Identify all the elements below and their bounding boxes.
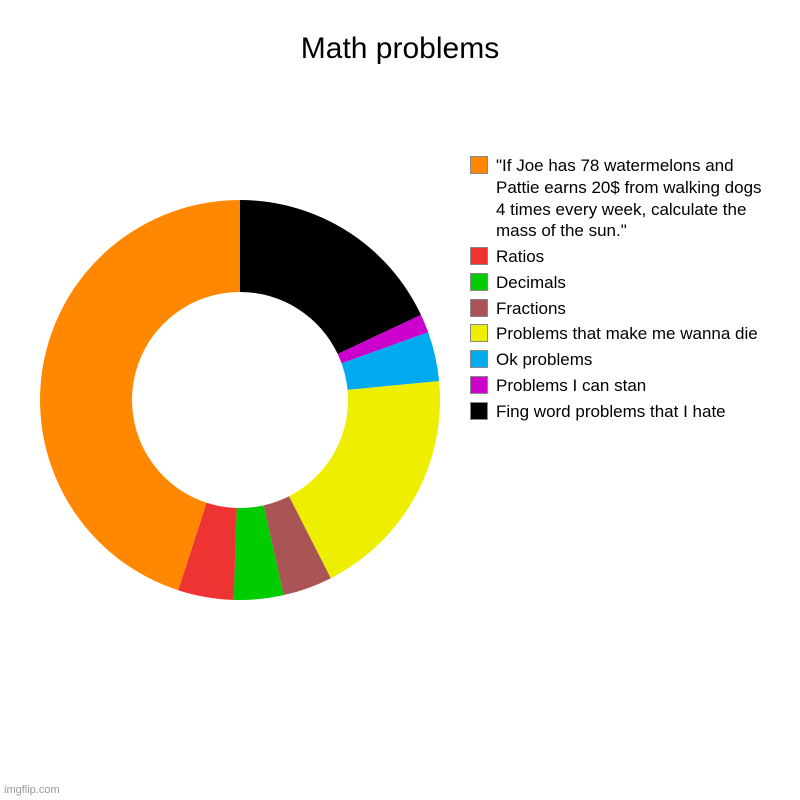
donut-svg: [40, 200, 440, 600]
legend-label: Fing word problems that I hate: [496, 401, 726, 423]
legend-item: Problems I can stan: [470, 375, 770, 397]
legend-item: Ratios: [470, 246, 770, 268]
legend-label: Fractions: [496, 298, 566, 320]
donut-chart: [40, 200, 440, 600]
legend-swatch: [470, 273, 488, 291]
legend-item: Fractions: [470, 298, 770, 320]
legend-swatch: [470, 156, 488, 174]
watermark: imgflip.com: [4, 784, 60, 796]
legend-label: Decimals: [496, 272, 566, 294]
legend-swatch: [470, 299, 488, 317]
legend-swatch: [470, 402, 488, 420]
chart-title: Math problems: [0, 32, 800, 66]
legend-item: "If Joe has 78 watermelons and Pattie ea…: [470, 155, 770, 242]
legend-item: Fing word problems that I hate: [470, 401, 770, 423]
legend-label: Ok problems: [496, 349, 592, 371]
legend-swatch: [470, 324, 488, 342]
legend-swatch: [470, 350, 488, 368]
legend-swatch: [470, 376, 488, 394]
legend-item: Ok problems: [470, 349, 770, 371]
legend-label: Ratios: [496, 246, 544, 268]
legend-label: Problems that make me wanna die: [496, 323, 758, 345]
chart-container: Math problems "If Joe has 78 watermelons…: [0, 0, 800, 800]
legend-swatch: [470, 247, 488, 265]
legend-label: Problems I can stan: [496, 375, 646, 397]
legend: "If Joe has 78 watermelons and Pattie ea…: [470, 155, 770, 426]
legend-label: "If Joe has 78 watermelons and Pattie ea…: [496, 155, 770, 242]
legend-item: Decimals: [470, 272, 770, 294]
legend-item: Problems that make me wanna die: [470, 323, 770, 345]
